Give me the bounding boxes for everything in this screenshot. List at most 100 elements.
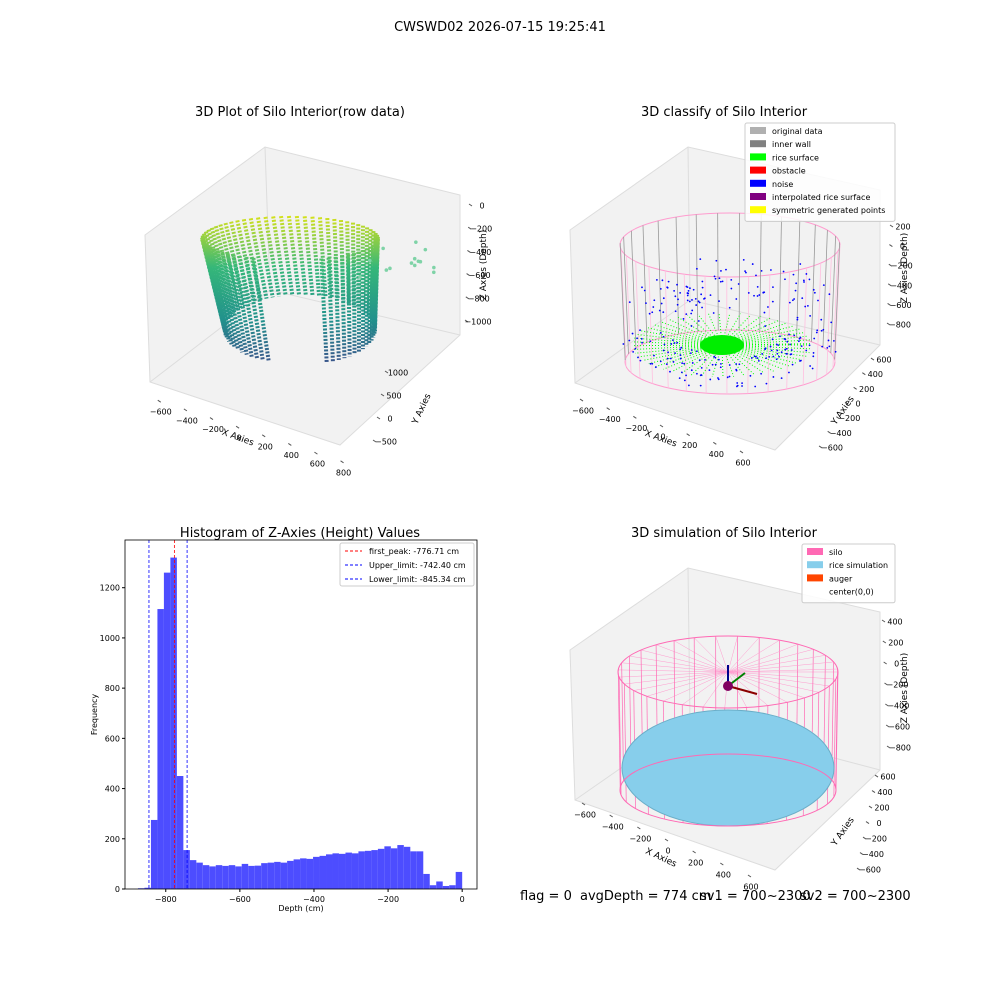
bar [300,858,306,889]
tick-mark [610,815,613,817]
noise [809,365,811,367]
bar [430,885,436,889]
noise [755,274,757,276]
z-tick-label: −800 [889,321,911,330]
bar [417,851,423,889]
x-tick-label: 600 [310,460,325,469]
noise [680,347,682,349]
noise [816,329,818,331]
noise [830,321,832,323]
noise [685,286,687,288]
bar [423,874,429,889]
bar [404,847,410,889]
bar [157,609,163,889]
noise [687,292,689,294]
noise [679,348,681,350]
bar [242,864,248,889]
center-marker [723,681,733,691]
bar [222,866,228,889]
legend-swatch [750,167,766,174]
noise [781,377,783,379]
noise [821,346,823,348]
x-tick-label: −600 [572,407,594,416]
noise [701,367,703,369]
noise [660,360,662,362]
x-tick-label: −400 [599,415,621,424]
noise [765,357,767,359]
noise [683,318,685,320]
noise [730,279,732,281]
tick-mark [869,806,872,808]
noise [757,286,759,288]
point [413,264,417,268]
noise [772,301,774,303]
y-tick-label: 200 [859,385,874,394]
y-tick-label: 600 [876,356,891,365]
point [388,267,392,271]
noise [650,363,652,365]
bar [281,863,287,889]
point [414,240,418,244]
noise [719,277,721,279]
noise [681,371,683,373]
bar [371,850,377,889]
legend-label: rice simulation [829,561,888,570]
noise [676,342,678,344]
legend-swatch [750,153,766,160]
noise [699,359,701,361]
z-axis-label: Z Axies (Depth) [479,230,489,301]
bar [170,558,176,889]
noise [793,274,795,276]
noise [639,329,641,331]
y-tick-label: 500 [386,392,401,401]
noise [704,359,706,361]
noise [817,300,819,302]
noise [669,371,671,373]
tick-mark [875,775,878,777]
noise [826,347,828,349]
x-tick-label: 800 [336,468,351,477]
noise [718,359,720,361]
z-tick-label: 0 [894,660,899,669]
noise [790,353,792,355]
x-tick-label: −400 [602,823,624,832]
noise [730,288,732,290]
suptitle: CWSWD02 2026-07-15 19:25:41 [394,20,606,35]
noise [709,369,711,371]
noise [814,292,816,294]
noise [681,362,683,364]
noise [641,342,643,344]
noise [695,298,697,300]
bar [177,776,183,889]
point-column [354,253,355,354]
noise [822,329,824,331]
bar [443,886,449,889]
tick-mark [580,399,583,401]
noise [696,373,698,375]
noise [772,376,774,378]
legend-swatch [807,588,823,595]
noise [760,373,762,375]
noise [715,357,717,359]
noise [701,307,703,309]
z-axis-label: Z Axies (Depth) [900,233,910,304]
noise [768,356,770,358]
noise [727,376,729,378]
noise [797,317,799,319]
noise [720,281,722,283]
noise [709,379,711,381]
noise [761,270,763,272]
y-tick-label: 1200 [100,584,120,593]
bar [248,866,254,889]
noise [653,355,655,357]
noise [835,351,837,353]
noise [798,340,800,342]
y-tick-label: 400 [868,370,883,379]
y-tick-label: 600 [880,773,895,782]
noise [680,354,682,356]
y-tick-label: −600 [859,866,881,875]
noise [748,292,750,294]
noise [701,281,703,283]
bar [352,853,358,889]
z-tick-label: 200 [888,639,903,648]
